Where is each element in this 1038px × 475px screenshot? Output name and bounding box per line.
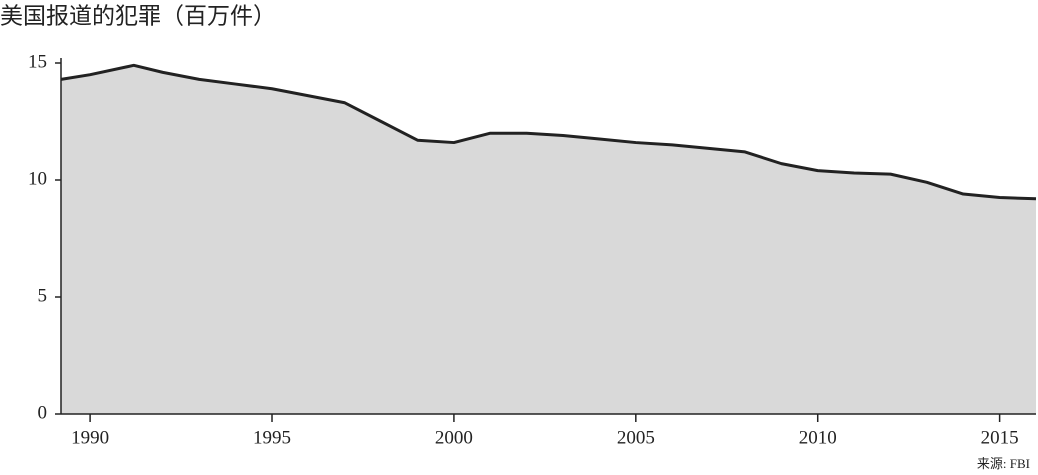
source-note: 来源: FBI [977, 456, 1030, 471]
y-tick-label: 0 [38, 402, 48, 423]
y-tick-label: 5 [38, 285, 48, 306]
x-tick-label: 1990 [71, 427, 109, 448]
x-tick-label: 2005 [617, 427, 655, 448]
chart-title: 美国报道的犯罪（百万件） [0, 3, 276, 28]
x-tick-label: 1995 [253, 427, 291, 448]
x-tick-label: 2010 [799, 427, 837, 448]
x-tick-label: 2000 [435, 427, 473, 448]
y-tick-label: 15 [28, 51, 47, 72]
line [60, 63, 1037, 201]
area [61, 65, 1036, 414]
x-tick-label: 2015 [981, 427, 1019, 448]
y-tick-label: 10 [28, 168, 47, 189]
